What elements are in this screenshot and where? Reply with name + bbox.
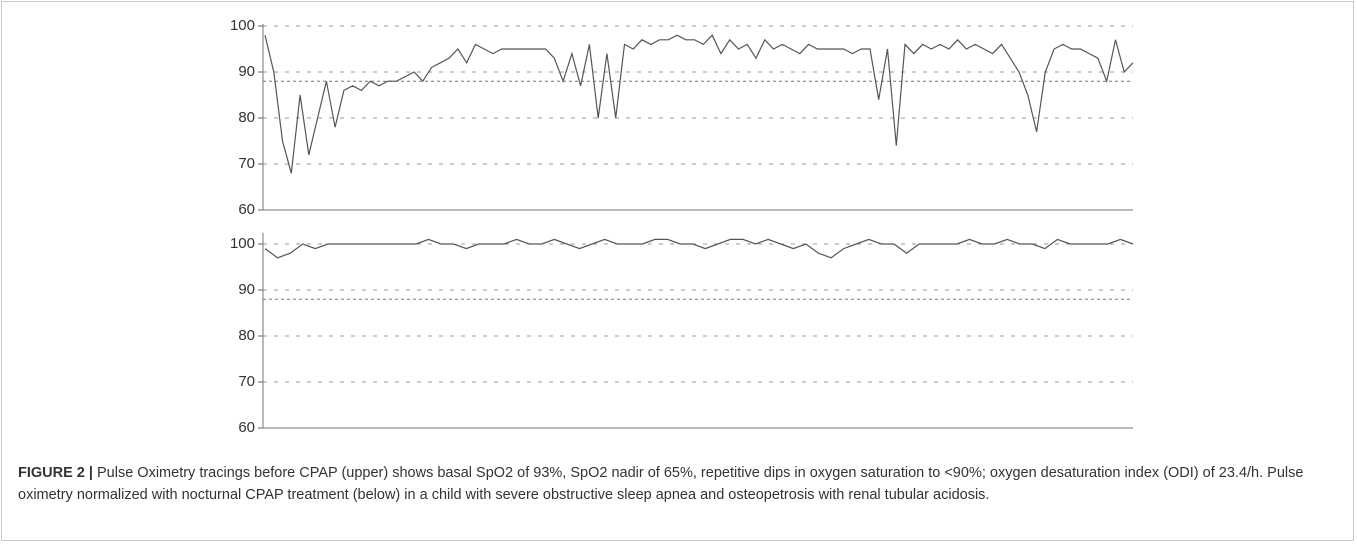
y-tick-label: 80 (238, 109, 255, 126)
y-tick-label: 90 (238, 281, 255, 298)
y-tick-label: 80 (238, 327, 255, 344)
y-tick-label: 90 (238, 63, 255, 80)
charts: 60 70 80 90 100 60 70 80 90 100 (230, 17, 1134, 436)
y-tick-label: 60 (238, 419, 255, 436)
figure-caption: FIGURE 2 | Pulse Oximetry tracings befor… (18, 462, 1338, 506)
y-tick-label: 100 (230, 17, 255, 34)
spo2-trace (264, 238, 1134, 259)
figure-label: FIGURE 2 | (18, 465, 93, 481)
y-tick-label: 60 (238, 201, 255, 218)
spo2-trace (264, 34, 1134, 174)
y-tick-label: 100 (230, 235, 255, 252)
y-tick-label: 70 (238, 373, 255, 390)
caption-text: Pulse Oximetry tracings before CPAP (upp… (18, 465, 1304, 503)
y-tick-label: 70 (238, 155, 255, 172)
